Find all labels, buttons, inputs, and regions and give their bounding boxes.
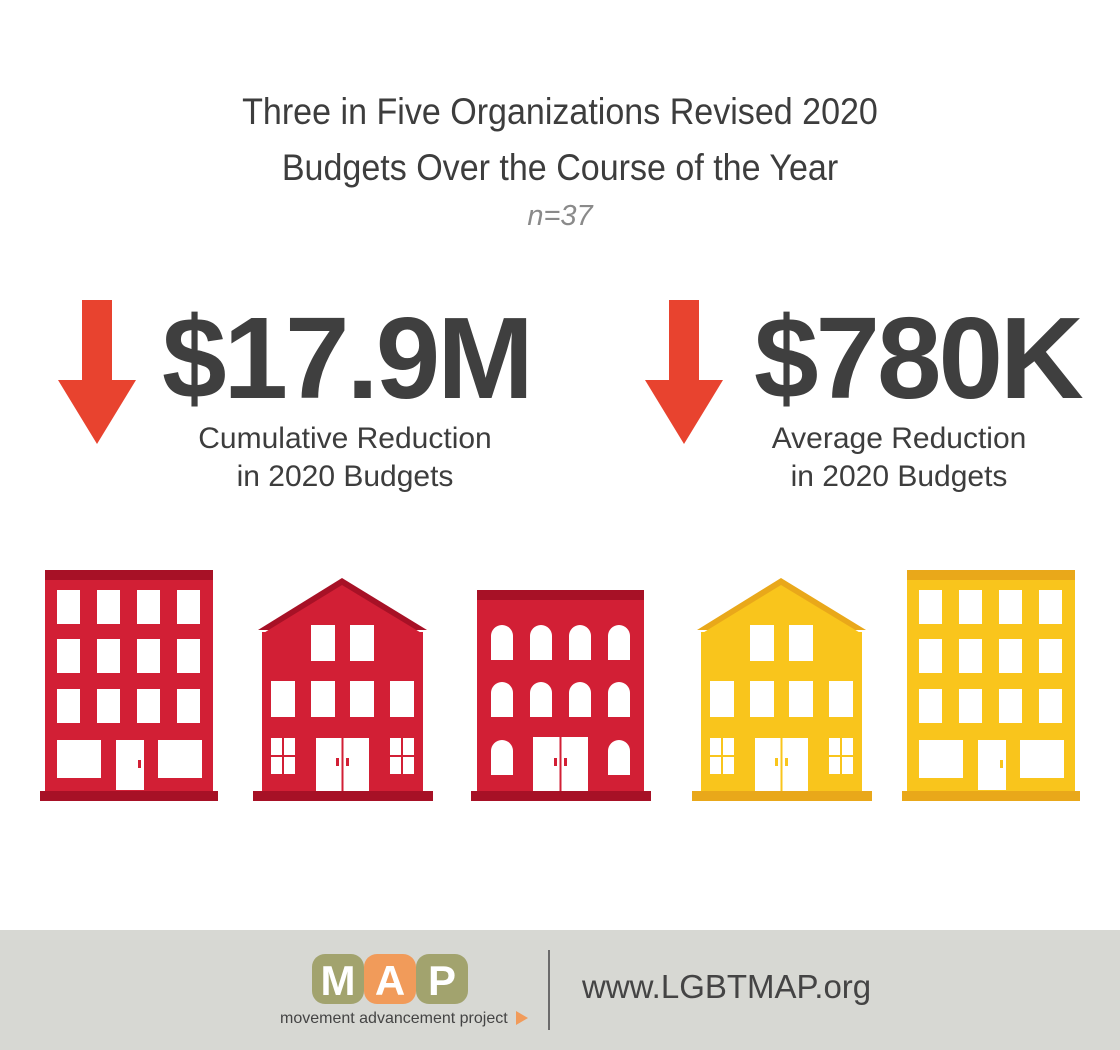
- svg-text:P: P: [428, 957, 456, 1004]
- footer-divider: [548, 950, 550, 1030]
- building-icon: [40, 570, 218, 801]
- building-icon: [253, 578, 433, 801]
- down-arrow-icon: [58, 300, 136, 444]
- svg-text:A: A: [375, 957, 405, 1004]
- buildings-illustration: [40, 570, 1080, 801]
- title-line-1: Three in Five Organizations Revised 2020: [242, 91, 878, 132]
- cumulative-reduction-value: $17.9M: [162, 293, 534, 423]
- website-link[interactable]: www.LGBTMAP.org: [582, 968, 872, 1005]
- cumulative-reduction-label: Cumulative Reduction in 2020 Budgets: [170, 420, 520, 496]
- footer: M A P movement advancement project www.L…: [0, 930, 1120, 1050]
- building-icon: [692, 578, 872, 801]
- play-triangle-icon: [516, 1011, 529, 1025]
- average-label-line-1: Average Reduction: [771, 422, 1027, 455]
- map-logo: M A P: [312, 954, 468, 1004]
- logo-tagline: movement advancement project: [280, 1010, 529, 1028]
- average-reduction-value: $780K: [754, 293, 1084, 423]
- building-icon: [471, 590, 651, 801]
- building-icon: [902, 570, 1080, 801]
- cumulative-label-line-2: in 2020 Budgets: [236, 460, 454, 493]
- title-line-2: Budgets Over the Course of the Year: [281, 147, 839, 188]
- sample-size-label: n=37: [527, 200, 593, 232]
- average-reduction-label: Average Reduction in 2020 Budgets: [724, 420, 1074, 496]
- svg-text:M: M: [321, 957, 356, 1004]
- cumulative-label-line-1: Cumulative Reduction: [198, 422, 492, 455]
- down-arrow-icon: [645, 300, 723, 444]
- average-label-line-2: in 2020 Budgets: [790, 460, 1008, 493]
- chart-title: Three in Five Organizations Revised 2020…: [45, 84, 1075, 196]
